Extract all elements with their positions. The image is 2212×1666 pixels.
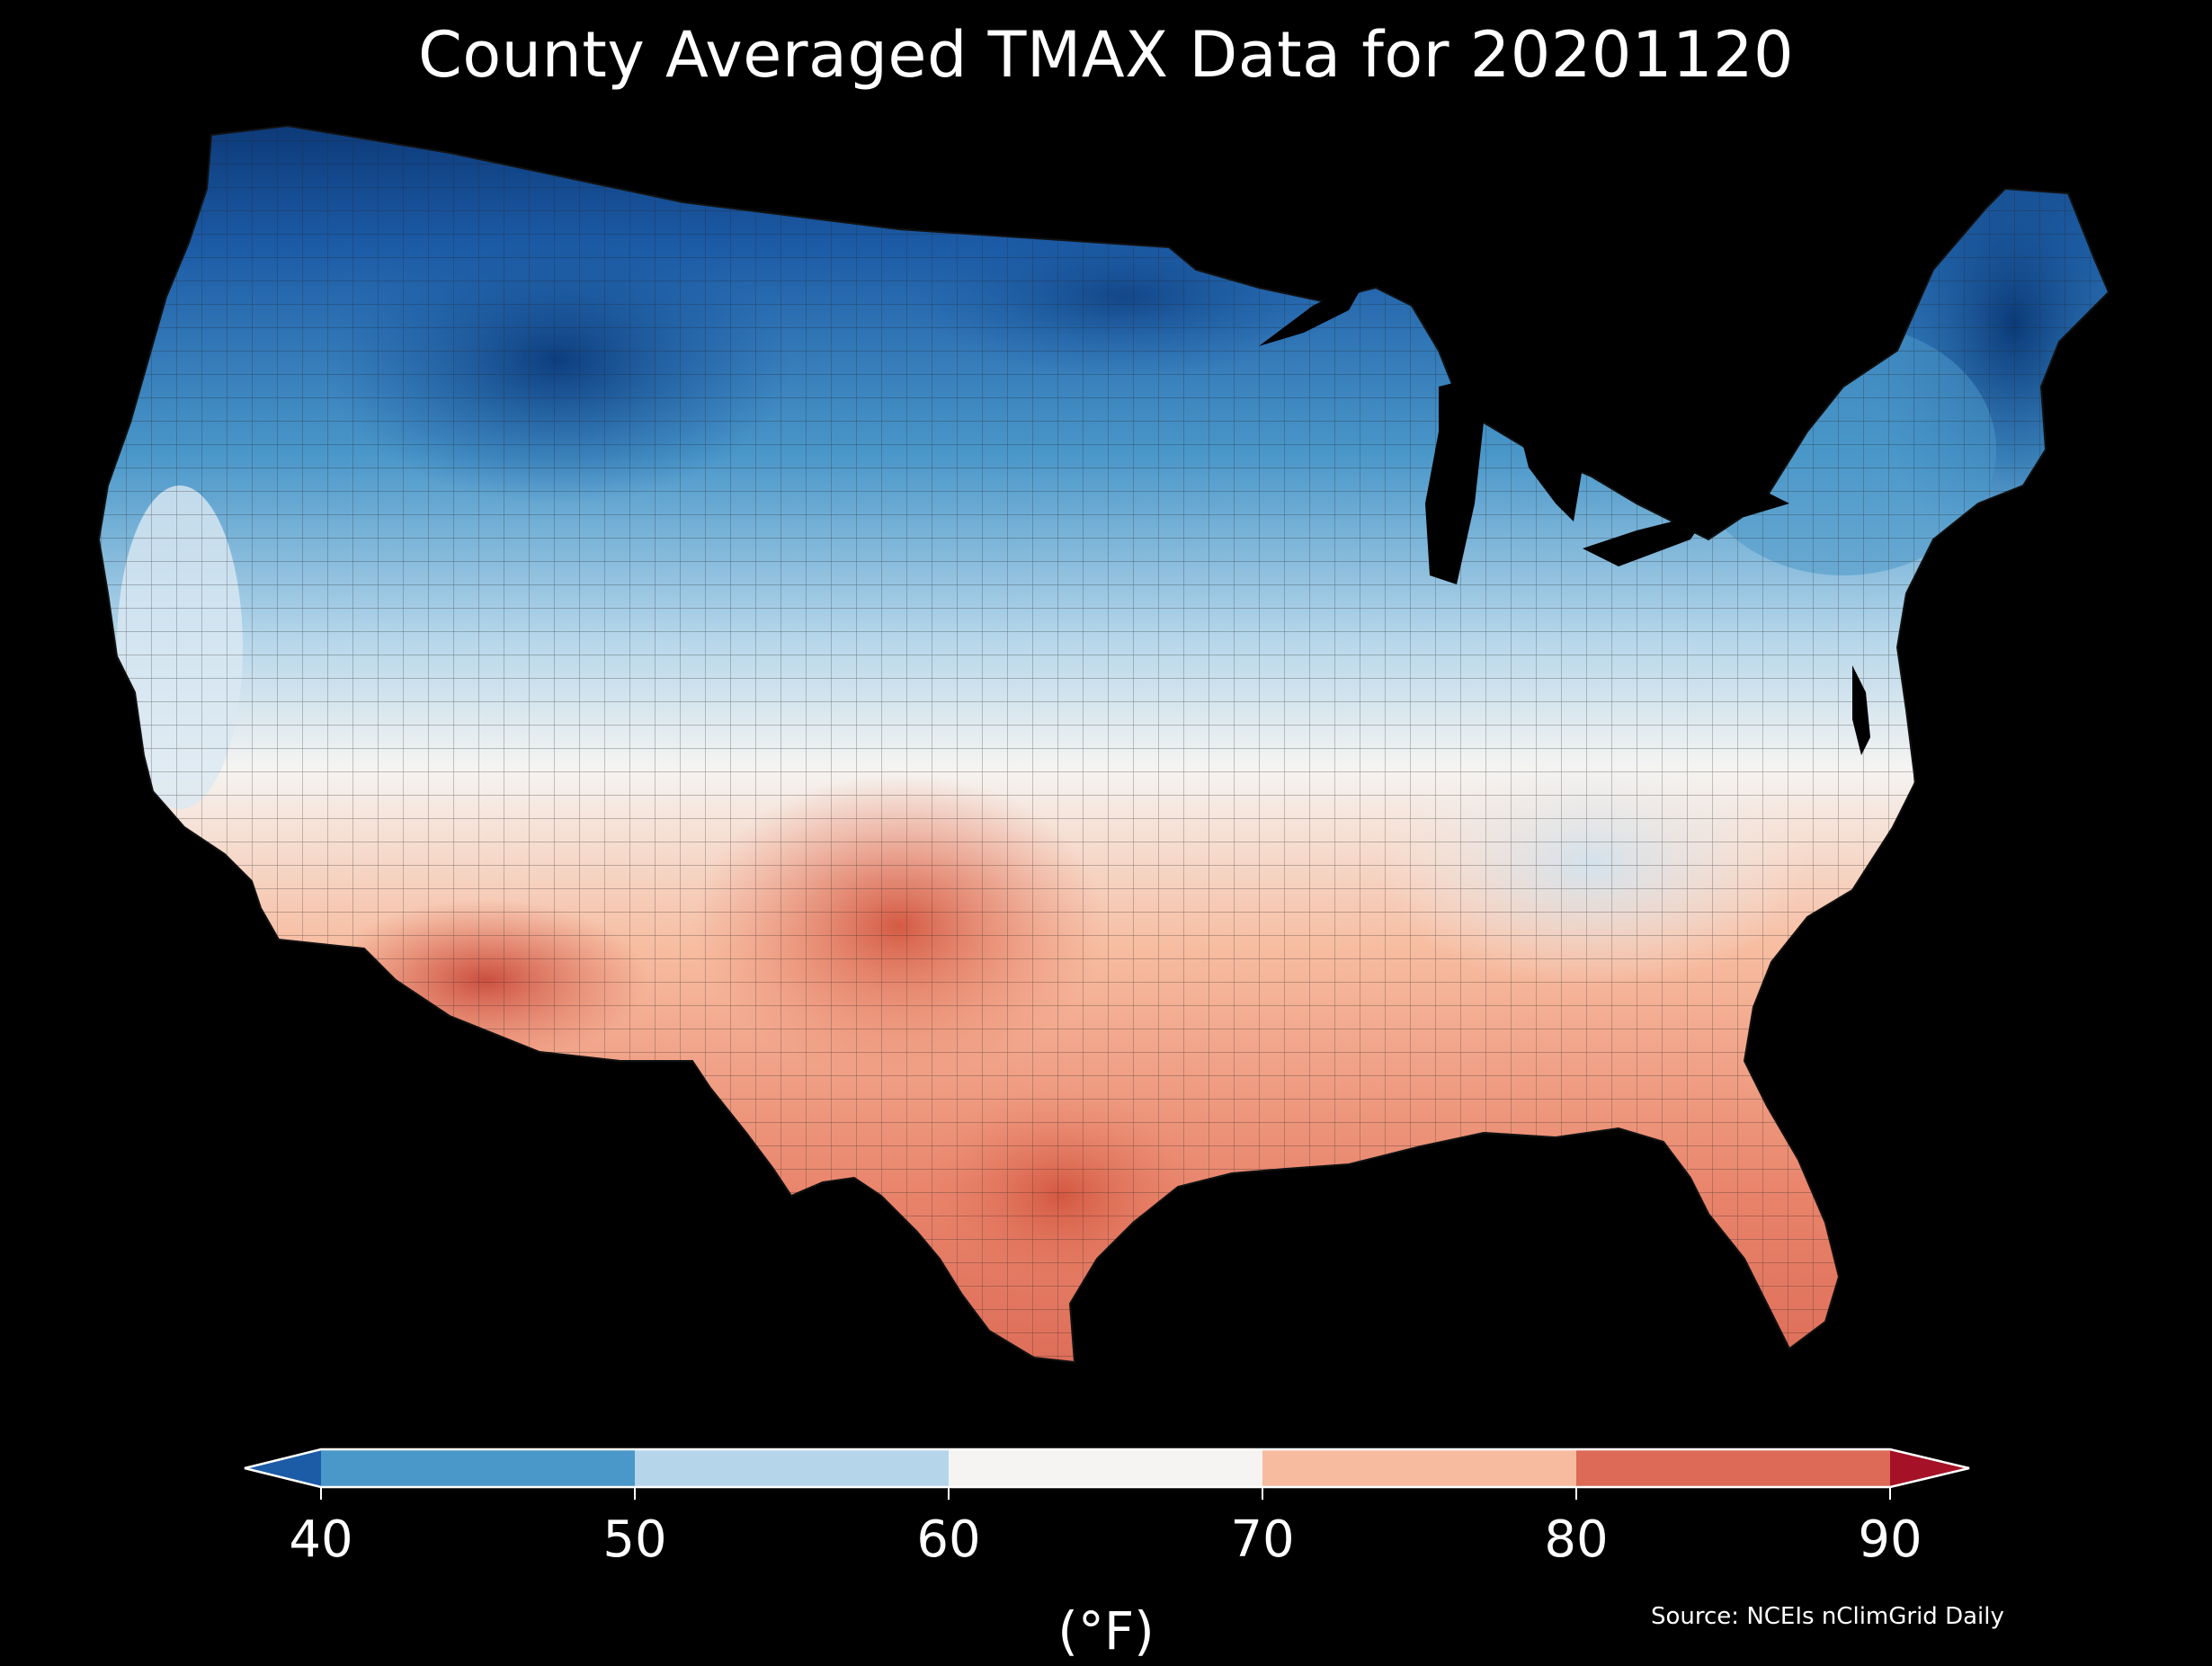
source-credit: Source: NCEIs nClimGrid Daily [1651, 1603, 2004, 1630]
map-title: County Averaged TMAX Data for 20201120 [417, 18, 1795, 92]
colorbar-tick-label: 80 [1544, 1510, 1609, 1569]
colorbar-tick-label: 70 [1230, 1510, 1295, 1569]
colorbar [244, 1448, 1970, 1500]
colorbar-tick-label: 50 [602, 1510, 667, 1569]
us-county-tmax-map [98, 125, 2109, 1363]
colorbar-tick-label: 90 [1858, 1510, 1922, 1569]
colorbar-tick-label: 60 [916, 1510, 981, 1569]
colorbar-bin-40-50 [321, 1449, 635, 1487]
colorbar-bin-80-90 [1576, 1449, 1890, 1487]
colorbar-over-arrow [1890, 1449, 1969, 1487]
colorbar-unit-label: (°F) [1057, 1600, 1155, 1662]
colorbar-bin-60-70 [949, 1449, 1262, 1487]
colorbar-bin-50-60 [635, 1449, 949, 1487]
colorbar-bin-70-80 [1262, 1449, 1576, 1487]
colorbar-tick-label: 40 [289, 1510, 353, 1569]
colorbar-under-arrow [245, 1449, 321, 1487]
